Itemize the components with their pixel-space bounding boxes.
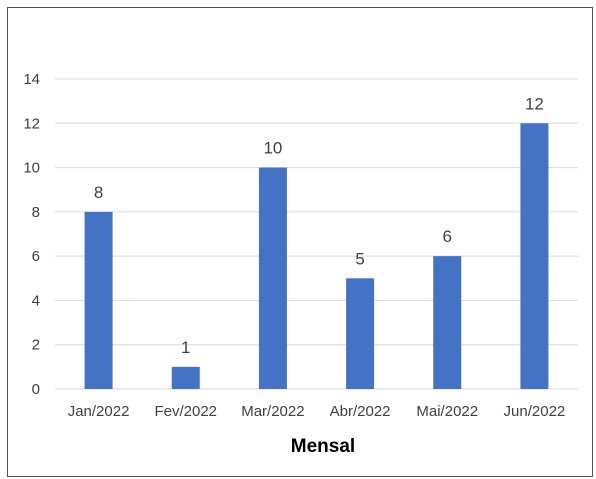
x-tick-label: Jun/2022 xyxy=(504,403,566,420)
bar xyxy=(520,123,549,390)
x-tick-label: Mai/2022 xyxy=(416,403,478,420)
x-tick-label: Jan/2022 xyxy=(68,403,130,420)
y-tick-label: 8 xyxy=(32,204,40,221)
y-tick-label: 2 xyxy=(32,337,40,354)
x-tick-label: Abr/2022 xyxy=(330,403,391,420)
x-axis-ticks: Jan/2022 Fev/2022 Mar/2022 Abr/2022 Mai/2022… xyxy=(68,403,566,420)
bar xyxy=(258,167,287,389)
x-tick-label: Mar/2022 xyxy=(241,403,304,420)
x-axis-title: Mensal xyxy=(291,436,355,457)
data-label: 5 xyxy=(355,249,364,268)
data-label: 8 xyxy=(94,183,103,202)
data-label: 1 xyxy=(181,338,190,357)
bar xyxy=(346,278,375,389)
y-tick-label: 10 xyxy=(23,160,40,177)
bars: 8 1 10 5 6 12 xyxy=(84,94,549,390)
gridlines xyxy=(55,78,578,390)
data-label: 6 xyxy=(443,227,452,246)
x-tick-label: Fev/2022 xyxy=(154,403,217,420)
data-label: 12 xyxy=(525,94,544,113)
y-tick-label: 12 xyxy=(23,115,40,132)
y-axis-ticks: 0 2 4 6 8 10 12 14 xyxy=(23,71,40,398)
y-tick-label: 6 xyxy=(32,248,40,265)
y-tick-label: 0 xyxy=(32,381,40,398)
data-label: 10 xyxy=(263,139,282,158)
bar xyxy=(433,256,462,389)
bar xyxy=(171,366,200,389)
bar xyxy=(84,211,113,389)
y-tick-label: 14 xyxy=(23,71,40,88)
y-tick-label: 4 xyxy=(32,292,40,309)
